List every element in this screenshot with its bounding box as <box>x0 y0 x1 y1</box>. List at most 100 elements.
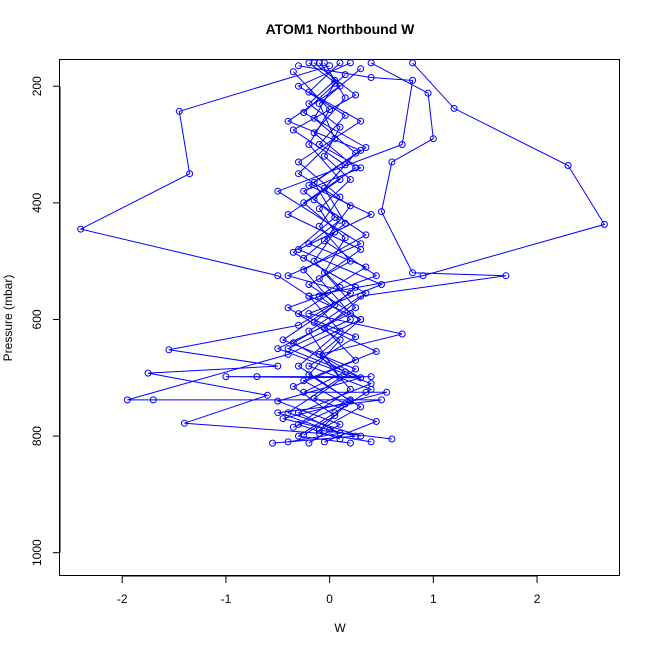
data-point <box>367 59 375 67</box>
y-tick-label: 800 <box>30 426 44 446</box>
data-point <box>305 362 313 370</box>
data-point <box>320 237 328 245</box>
data-point <box>315 275 323 283</box>
data-point <box>346 202 354 210</box>
data-point <box>367 74 375 81</box>
data-point <box>383 388 391 396</box>
data-point <box>341 219 349 227</box>
x-axis-label: W <box>334 621 346 635</box>
data-point <box>341 234 349 242</box>
data-point <box>295 321 302 329</box>
y-tick-label: 400 <box>30 193 44 213</box>
data-point <box>378 281 385 288</box>
series-10 <box>284 65 396 443</box>
data-point <box>305 371 313 379</box>
data-point <box>295 362 302 370</box>
data-point <box>186 170 194 178</box>
data-point <box>409 59 417 67</box>
data-point <box>310 178 318 186</box>
data-point <box>357 403 365 411</box>
data-point <box>398 141 406 148</box>
data-point <box>289 423 297 431</box>
series-layer <box>77 59 608 447</box>
data-point <box>378 396 385 404</box>
y-axis: 200 400 600 800 1000 <box>30 76 61 566</box>
data-point <box>346 289 354 297</box>
data-point <box>372 418 380 425</box>
series-line <box>276 71 373 443</box>
data-point <box>305 310 313 318</box>
series-14 <box>289 79 370 439</box>
data-point <box>352 432 360 440</box>
data-point <box>295 310 302 318</box>
series-6 <box>144 62 417 446</box>
data-point <box>222 373 230 381</box>
data-point <box>263 391 271 399</box>
data-point <box>352 356 360 364</box>
series-line <box>297 62 606 440</box>
data-point <box>300 199 308 207</box>
data-point <box>409 269 417 277</box>
data-point <box>352 365 360 373</box>
series-13 <box>279 59 380 446</box>
series-line <box>286 62 506 437</box>
data-point <box>300 431 308 439</box>
data-point <box>367 211 375 218</box>
data-point <box>357 374 365 382</box>
data-point <box>341 71 349 79</box>
data-point <box>295 432 302 440</box>
data-point <box>600 220 608 228</box>
data-point <box>320 59 328 67</box>
data-point <box>352 333 360 341</box>
data-point <box>305 292 313 300</box>
data-point <box>336 336 344 344</box>
data-point <box>357 146 365 154</box>
data-point <box>284 350 292 358</box>
data-point <box>305 281 313 288</box>
data-point <box>274 272 282 280</box>
data-point <box>388 158 396 166</box>
data-point <box>320 324 328 332</box>
data-point <box>346 310 354 318</box>
y-tick-label: 1000 <box>30 539 44 566</box>
x-axis: -2 -1 0 1 2 <box>117 575 541 606</box>
data-point <box>284 438 292 446</box>
data-point <box>274 345 282 353</box>
data-point <box>305 59 313 67</box>
data-point <box>450 104 458 112</box>
data-point <box>564 162 572 169</box>
data-point <box>284 117 292 125</box>
data-point <box>284 304 292 312</box>
series-line <box>292 83 367 436</box>
data-point <box>346 176 354 183</box>
data-point <box>300 109 308 116</box>
y-axis-label: Pressure (mbar) <box>1 275 15 362</box>
data-point <box>336 123 344 131</box>
data-point <box>289 126 297 134</box>
data-point <box>279 336 287 344</box>
data-point <box>274 409 282 417</box>
series-line <box>148 65 414 443</box>
data-point <box>341 368 349 376</box>
data-point <box>295 246 302 253</box>
data-point <box>502 272 510 280</box>
x-tick-label: 2 <box>534 592 541 606</box>
data-point <box>300 266 308 274</box>
data-point <box>77 225 85 233</box>
data-point <box>367 373 375 381</box>
data-point <box>315 426 323 434</box>
series-5 <box>284 59 510 440</box>
series-11 <box>274 68 375 446</box>
data-point <box>352 91 360 99</box>
data-point <box>372 272 380 280</box>
x-tick-label: 1 <box>430 592 437 606</box>
data-point <box>180 419 188 427</box>
data-point <box>315 292 323 300</box>
data-point <box>289 383 297 390</box>
data-point <box>300 187 308 195</box>
data-point <box>295 82 302 90</box>
data-point <box>398 330 406 338</box>
data-point <box>367 380 375 388</box>
series-line <box>79 65 352 431</box>
